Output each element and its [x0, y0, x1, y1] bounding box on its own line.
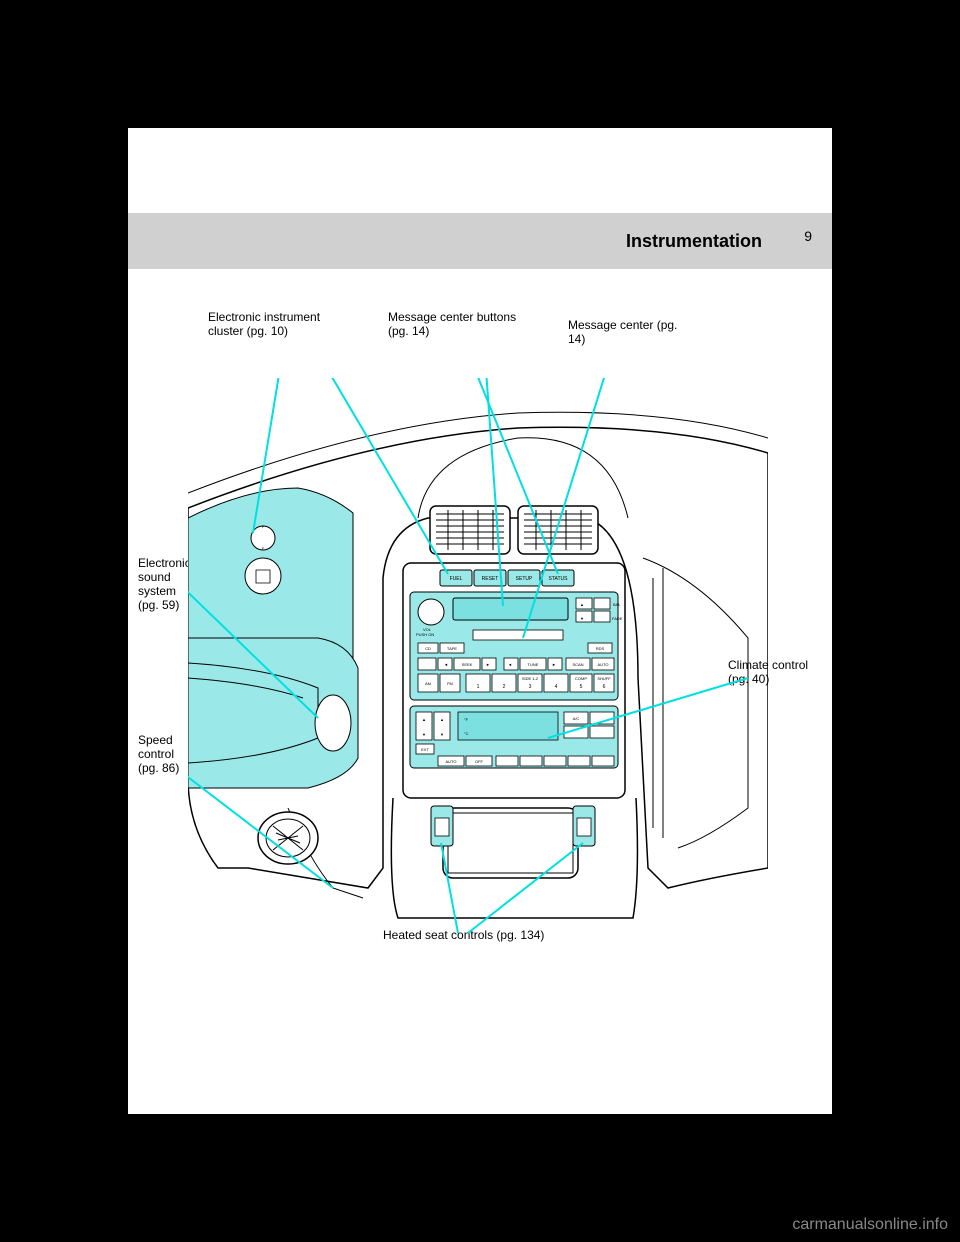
svg-text:RDS: RDS	[596, 646, 605, 651]
svg-text:6: 6	[603, 684, 606, 690]
svg-text:FM: FM	[447, 681, 453, 686]
page-number: 9	[804, 228, 812, 244]
svg-text:▼: ▼	[580, 616, 584, 621]
svg-text:RESET: RESET	[482, 576, 499, 582]
svg-text:▼: ▼	[440, 732, 444, 737]
svg-text:▲: ▲	[440, 717, 444, 722]
svg-text:FUEL: FUEL	[450, 576, 463, 582]
svg-text:5: 5	[580, 684, 583, 690]
svg-text:4: 4	[555, 684, 558, 690]
svg-text:◄: ◄	[444, 662, 448, 667]
svg-text:PUSH ON: PUSH ON	[416, 632, 434, 637]
svg-text:°F: °F	[464, 717, 469, 722]
svg-text:CD: CD	[425, 646, 431, 651]
svg-text:►: ►	[552, 662, 556, 667]
radio-display	[453, 598, 568, 620]
svg-text:E: E	[262, 546, 265, 551]
svg-text:FADE: FADE	[612, 616, 623, 621]
svg-text:BAL: BAL	[613, 602, 621, 607]
svg-text:3: 3	[529, 684, 532, 690]
svg-text:OFF: OFF	[475, 759, 484, 764]
svg-text:AM: AM	[425, 681, 431, 686]
svg-text:AUTO: AUTO	[445, 759, 456, 764]
label-msg-center: Message center (pg. 14)	[568, 318, 688, 346]
manual-page: Instrumentation 9 Electronic instrument …	[128, 128, 832, 1114]
svg-text:°C: °C	[464, 731, 469, 736]
svg-text:SCAN: SCAN	[572, 662, 583, 667]
svg-text:TAPE: TAPE	[447, 646, 457, 651]
svg-text:COMP: COMP	[575, 676, 587, 681]
label-cluster: Electronic instrument cluster (pg. 10)	[208, 310, 358, 338]
svg-text:EXT: EXT	[421, 747, 429, 752]
svg-text:SHUFF: SHUFF	[597, 676, 611, 681]
dashboard-illustration: FUEL RESET SETUP STATUS VOL PUSH ON BAL …	[188, 378, 768, 938]
label-msg-buttons: Message center buttons (pg. 14)	[388, 310, 538, 338]
svg-text:▼: ▼	[422, 732, 426, 737]
svg-text:SETUP: SETUP	[516, 576, 533, 582]
header-bar: Instrumentation	[128, 213, 832, 269]
svg-text:1: 1	[477, 684, 480, 690]
volume-knob	[418, 599, 444, 625]
dash-curve-1	[188, 412, 768, 493]
svg-text:SEEK: SEEK	[462, 662, 473, 667]
air-vents	[430, 506, 598, 554]
svg-text:◄: ◄	[508, 662, 512, 667]
header-title: Instrumentation	[626, 231, 762, 252]
svg-text:▲: ▲	[580, 602, 584, 607]
console-cubby	[443, 808, 578, 878]
svg-text:A/C: A/C	[573, 716, 580, 721]
svg-text:►: ►	[486, 662, 490, 667]
svg-text:STATUS: STATUS	[549, 576, 569, 582]
watermark: carmanualsonline.info	[792, 1216, 948, 1234]
svg-text:AUTO: AUTO	[597, 662, 608, 667]
svg-text:▲: ▲	[422, 717, 426, 722]
cassette-slot	[473, 630, 563, 640]
svg-text:TUNE: TUNE	[528, 662, 539, 667]
svg-text:2: 2	[503, 684, 506, 690]
svg-text:SIDE 1-2: SIDE 1-2	[522, 676, 539, 681]
